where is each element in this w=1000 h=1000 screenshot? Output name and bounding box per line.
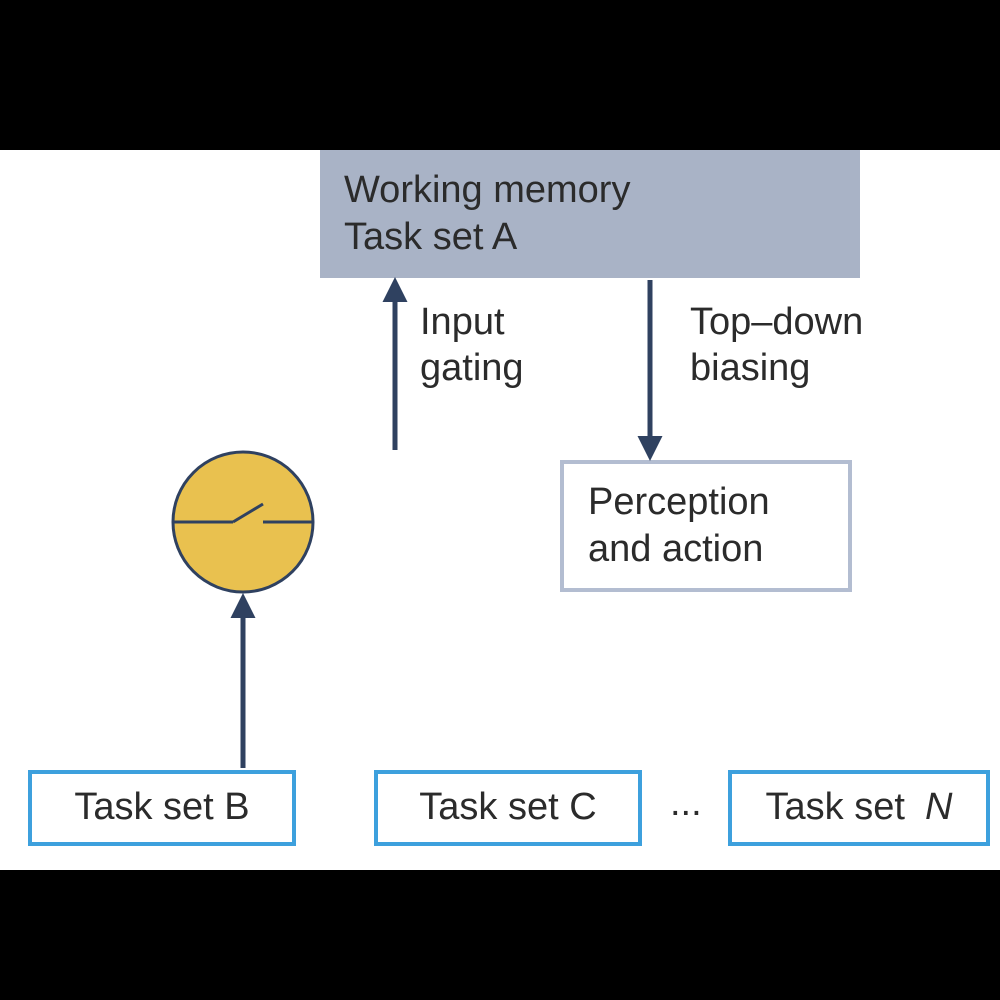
task-set-c-label: Task set C (419, 784, 596, 832)
task-set-n-prefix: Task set (766, 786, 905, 828)
working-memory-box: Working memory Task set A (320, 150, 860, 278)
task-set-b-box: Task set B (28, 770, 296, 846)
task-set-c-box: Task set C (374, 770, 642, 846)
diagram-canvas: Working memory Task set A Perception and… (0, 150, 1000, 870)
task-set-b-label: Task set B (74, 784, 249, 832)
task-set-n-label: Task set N (766, 784, 953, 832)
input-gating-label: Input gating (420, 300, 524, 391)
task-set-n-variable: N (925, 786, 952, 828)
perception-line2: and action (588, 526, 848, 574)
perception-line1: Perception (588, 479, 848, 527)
task-set-n-box: Task set N (728, 770, 990, 846)
top-down-biasing-label: Top–down biasing (690, 300, 863, 391)
working-memory-line1: Working memory (344, 167, 860, 215)
top-down-line1: Top–down (690, 300, 863, 346)
task-set-ellipsis: ... (670, 782, 702, 825)
input-gating-line1: Input (420, 300, 524, 346)
input-gating-line2: gating (420, 346, 524, 392)
top-down-line2: biasing (690, 346, 863, 392)
perception-action-box: Perception and action (560, 460, 852, 592)
working-memory-line2: Task set A (344, 214, 860, 262)
